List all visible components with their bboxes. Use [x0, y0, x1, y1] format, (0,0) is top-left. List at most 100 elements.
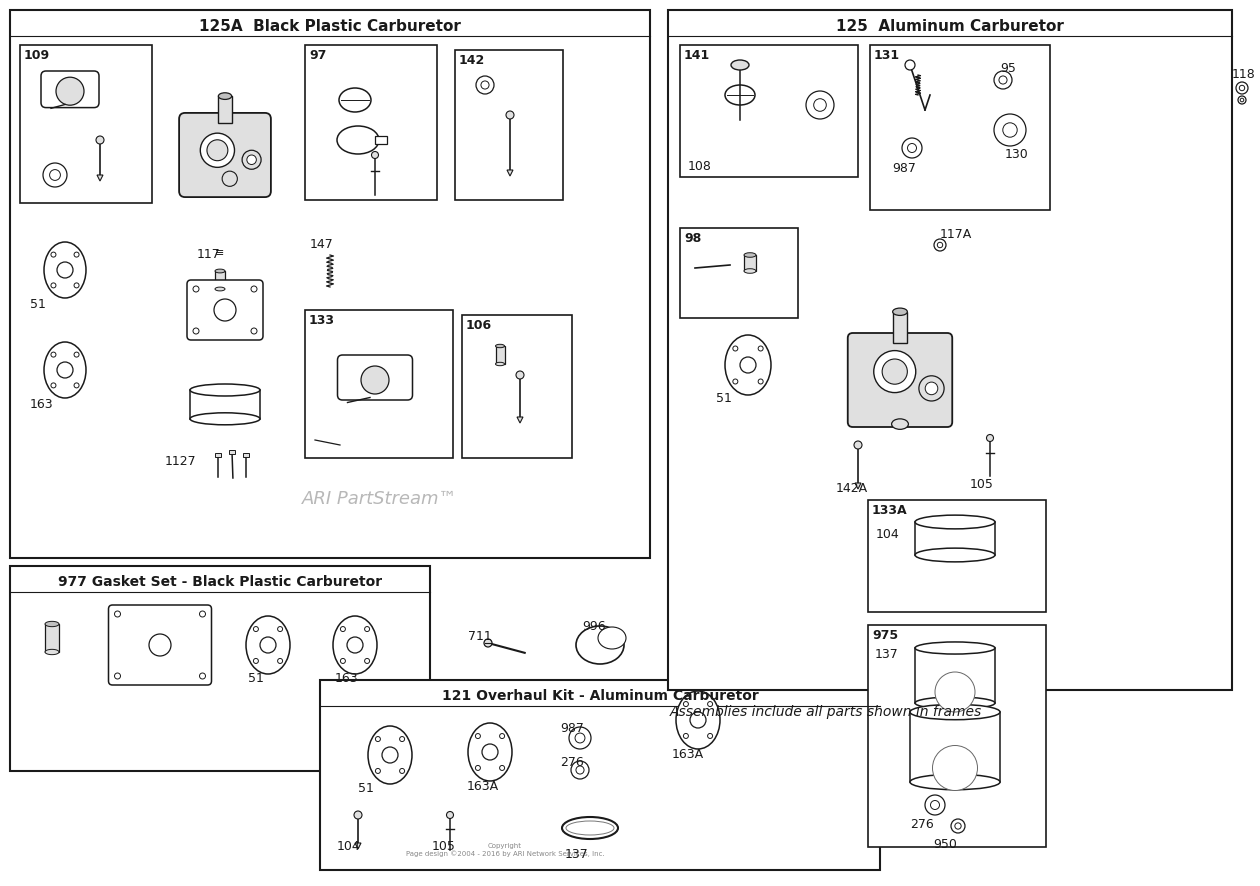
Text: 133A: 133A	[872, 504, 907, 517]
Circle shape	[55, 77, 84, 105]
Text: 106: 106	[466, 319, 493, 332]
Bar	[20, 45, 152, 203]
Bar	[915, 522, 995, 555]
Text: 118: 118	[1232, 68, 1256, 81]
Ellipse shape	[915, 642, 995, 654]
Bar	[320, 680, 879, 870]
Ellipse shape	[495, 362, 504, 366]
Ellipse shape	[44, 242, 86, 298]
Text: 95: 95	[1000, 62, 1016, 75]
FancyBboxPatch shape	[179, 113, 271, 197]
Circle shape	[1236, 82, 1247, 94]
Ellipse shape	[218, 93, 232, 99]
Polygon shape	[507, 170, 513, 176]
Circle shape	[340, 658, 345, 664]
Text: 137: 137	[564, 848, 588, 861]
Bar	[869, 45, 1050, 210]
Text: 987: 987	[892, 162, 916, 175]
Circle shape	[690, 712, 706, 728]
Bar	[868, 625, 1046, 847]
Bar	[218, 96, 232, 122]
Circle shape	[814, 98, 827, 112]
Ellipse shape	[743, 268, 756, 273]
Bar	[10, 566, 430, 771]
Circle shape	[575, 733, 585, 743]
Ellipse shape	[892, 308, 907, 315]
Circle shape	[193, 286, 199, 292]
Circle shape	[902, 138, 922, 158]
Text: 987: 987	[559, 722, 583, 735]
Bar	[190, 390, 260, 419]
FancyBboxPatch shape	[108, 605, 212, 685]
Ellipse shape	[562, 817, 617, 839]
Text: 163A: 163A	[672, 748, 704, 761]
Text: ≡: ≡	[215, 248, 224, 258]
Circle shape	[49, 169, 60, 181]
Text: 977 Gasket Set - Black Plastic Carburetor: 977 Gasket Set - Black Plastic Carbureto…	[58, 575, 382, 589]
Circle shape	[1240, 98, 1244, 102]
Bar	[243, 453, 249, 457]
Text: 51: 51	[716, 392, 732, 405]
Ellipse shape	[915, 548, 995, 562]
Text: 142: 142	[459, 54, 485, 67]
Circle shape	[994, 114, 1026, 146]
Text: 141: 141	[684, 49, 711, 62]
Circle shape	[483, 744, 498, 760]
Text: 711: 711	[467, 630, 491, 643]
Text: 117: 117	[197, 248, 220, 261]
Circle shape	[364, 658, 369, 664]
Circle shape	[806, 91, 834, 119]
Text: Copyright
Page design ©2004 - 2016 by ARI Network Services, Inc.: Copyright Page design ©2004 - 2016 by AR…	[406, 843, 605, 857]
Text: 163A: 163A	[467, 780, 499, 793]
Ellipse shape	[190, 413, 260, 424]
Ellipse shape	[566, 821, 614, 835]
Circle shape	[919, 376, 944, 401]
Circle shape	[937, 242, 942, 248]
Polygon shape	[97, 175, 103, 181]
Circle shape	[873, 351, 916, 392]
Bar	[45, 624, 59, 652]
Ellipse shape	[368, 726, 412, 784]
Bar	[680, 228, 798, 318]
Ellipse shape	[215, 269, 226, 273]
Circle shape	[683, 702, 688, 706]
Text: 975: 975	[872, 629, 898, 642]
Text: ARI PartStream™: ARI PartStream™	[302, 490, 457, 508]
Bar	[495, 346, 504, 364]
Circle shape	[935, 672, 975, 712]
Ellipse shape	[724, 335, 771, 395]
Circle shape	[96, 136, 105, 144]
Bar	[215, 453, 220, 457]
Circle shape	[907, 144, 916, 152]
Circle shape	[251, 286, 257, 292]
Bar	[305, 45, 437, 200]
Circle shape	[481, 81, 489, 89]
Circle shape	[200, 133, 234, 167]
Circle shape	[987, 434, 993, 441]
Ellipse shape	[910, 704, 1000, 719]
Circle shape	[576, 766, 585, 774]
Bar	[910, 712, 1000, 782]
Text: 276: 276	[910, 818, 934, 831]
Circle shape	[50, 383, 55, 388]
Circle shape	[251, 328, 257, 334]
Bar	[868, 500, 1046, 612]
Bar	[455, 50, 563, 200]
Circle shape	[500, 734, 504, 739]
Circle shape	[999, 76, 1007, 84]
Text: 121 Overhaul Kit - Aluminum Carburetor: 121 Overhaul Kit - Aluminum Carburetor	[441, 689, 759, 703]
Text: 137: 137	[874, 648, 898, 661]
Circle shape	[43, 163, 67, 187]
Circle shape	[253, 626, 258, 632]
Circle shape	[74, 253, 79, 257]
Circle shape	[277, 658, 282, 664]
Circle shape	[1240, 85, 1245, 90]
Circle shape	[222, 171, 237, 186]
Text: 142A: 142A	[835, 482, 868, 495]
Circle shape	[362, 366, 389, 394]
Circle shape	[446, 812, 454, 819]
Circle shape	[475, 766, 480, 771]
Circle shape	[193, 328, 199, 334]
Ellipse shape	[598, 627, 626, 649]
Text: 147: 147	[310, 238, 334, 251]
